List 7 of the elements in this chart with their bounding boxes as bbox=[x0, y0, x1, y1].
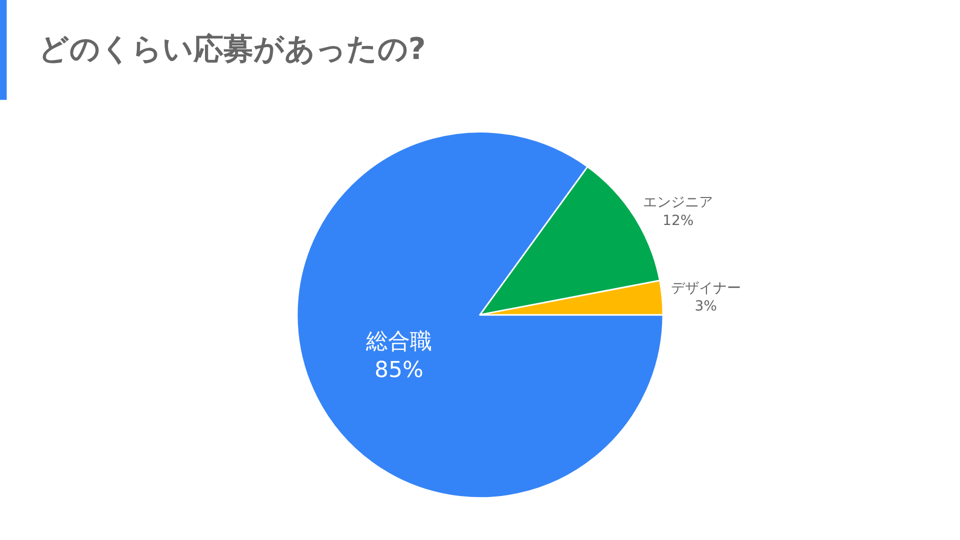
data-label: 12% bbox=[662, 212, 694, 229]
data-label: 3% bbox=[694, 298, 717, 315]
data-label: 85% bbox=[374, 358, 424, 384]
slice-label: 総合職 bbox=[364, 330, 432, 355]
slice-label: デザイナー bbox=[670, 280, 741, 296]
chart-title: どのくらい応募があったの? bbox=[38, 32, 426, 68]
slice-label: エンジニア bbox=[643, 194, 714, 211]
